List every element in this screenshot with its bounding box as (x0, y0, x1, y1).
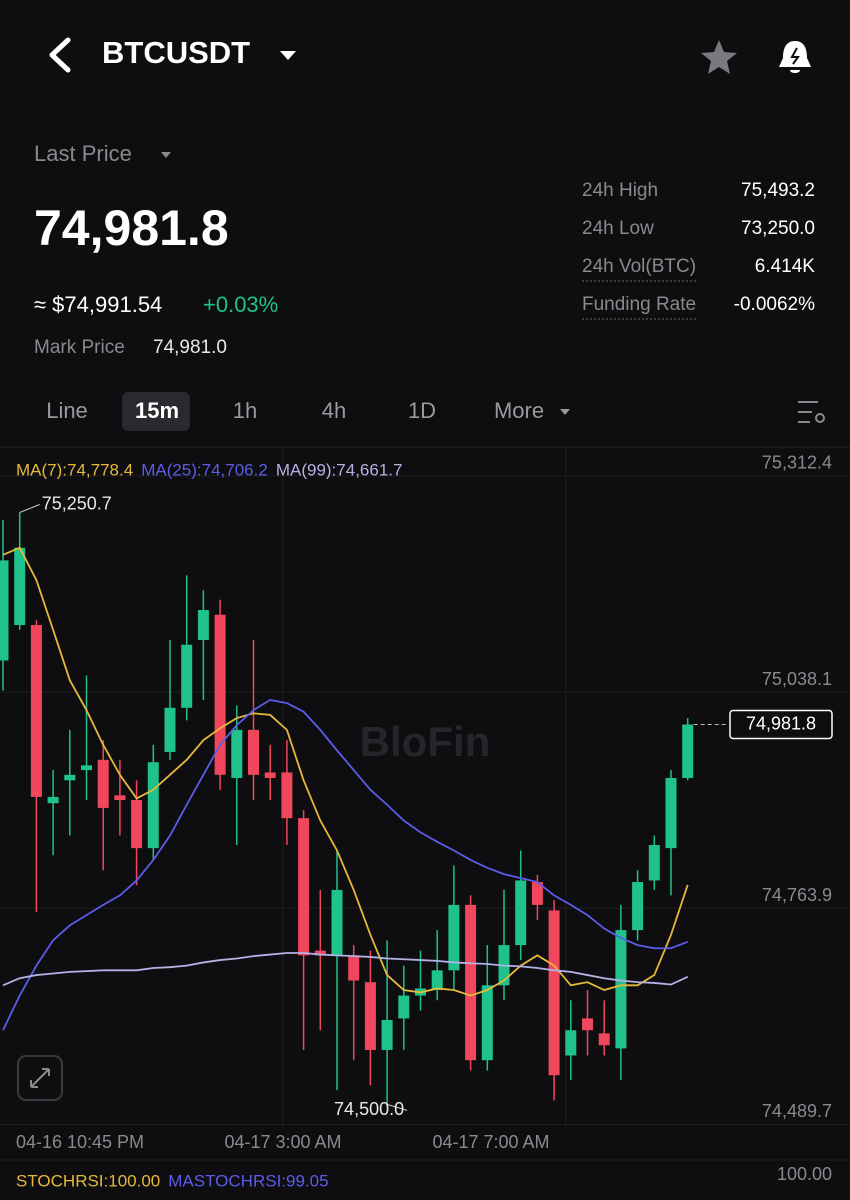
timeframe-tab[interactable]: 1D (408, 398, 436, 423)
candle-body (331, 889, 343, 956)
extreme-annotation: 75,250.7 (42, 493, 112, 513)
legend-entry: MA(99):74,661.7 (276, 460, 403, 479)
candle-body (97, 759, 109, 808)
stat-label[interactable]: Funding Rate (582, 294, 696, 315)
x-tick-label: 04-16 10:45 PM (16, 1132, 144, 1152)
stat-label: 24h Low (582, 218, 654, 239)
candle-body (398, 995, 410, 1019)
candle-body (515, 880, 527, 946)
extreme-annotation: 74,500.0 (334, 1099, 404, 1119)
candle-body (147, 762, 159, 849)
candle-body (114, 795, 126, 801)
candle-body (531, 882, 543, 905)
candle-body (181, 644, 193, 708)
timeframe-tab[interactable]: 1h (233, 398, 257, 423)
moving-average-line (2, 546, 689, 997)
candle-body (465, 904, 477, 1061)
stat-value: 75,493.2 (741, 180, 815, 201)
stat-value: -0.0062% (734, 294, 815, 315)
candle-body (648, 844, 660, 881)
candle-body (47, 796, 59, 804)
candle-body (481, 985, 493, 1061)
candle-body (281, 772, 293, 819)
x-tick-label: 04-17 7:00 AM (432, 1132, 549, 1152)
candle-body (64, 774, 76, 781)
y-tick-label: 75,312.4 (762, 453, 832, 473)
candle-body (431, 970, 443, 991)
moving-average-line (2, 952, 689, 987)
candle-body (264, 772, 276, 778)
candle-body (214, 614, 226, 775)
y-tick-label: 74,763.9 (762, 885, 832, 905)
stat-value: 6.414K (755, 256, 816, 277)
candle-body (131, 800, 143, 849)
y-tick-label: 74,489.7 (762, 1101, 832, 1121)
back-button[interactable] (49, 37, 71, 73)
candle-body (598, 1033, 610, 1046)
expand-button[interactable] (17, 1055, 63, 1101)
last-price: 74,981.8 (34, 200, 229, 256)
stat-value: 73,250.0 (741, 218, 815, 239)
timeframe-tab[interactable]: More (494, 398, 544, 423)
price-change: +0.03% (203, 292, 278, 317)
candle-body (565, 1030, 577, 1056)
candle-body (298, 818, 310, 956)
active-tab-bg (122, 392, 190, 431)
candle-body (381, 1019, 393, 1050)
candle-body (81, 765, 92, 771)
timeframe-tab[interactable]: 4h (322, 398, 346, 423)
legend-entry: MA(7):74,778.4 (16, 460, 133, 479)
legend-entry: MA(25):74,706.2 (141, 460, 268, 479)
annotation-leader (19, 504, 40, 513)
mark-price: 74,981.0 (153, 337, 227, 358)
candle-body (14, 547, 26, 626)
symbol[interactable]: BTCUSDT (102, 35, 250, 70)
candle-body (548, 910, 560, 1076)
last-price-caret (161, 152, 171, 158)
price-tag: 74,981.8 (746, 713, 816, 733)
candle-body (615, 930, 627, 1049)
x-tick-label: 04-17 3:00 AM (224, 1132, 341, 1152)
mastochrsi-label: MASTOCHRSI:99.05 (168, 1171, 328, 1190)
candle-body (364, 982, 376, 1050)
settings-gear (815, 413, 825, 423)
price-tag-box (729, 709, 833, 740)
candle-body (248, 729, 259, 775)
indicator-axis-label: 100.00 (777, 1164, 832, 1184)
candle-body (665, 777, 677, 849)
candle-body (348, 955, 360, 981)
stochrsi-label: STOCHRSI:100.00 (16, 1171, 160, 1190)
symbol-caret[interactable] (280, 51, 296, 60)
candle-body (30, 625, 42, 797)
candle-body (164, 707, 176, 752)
last-price-label[interactable]: Last Price (34, 141, 132, 166)
mark-price-label: Mark Price (34, 337, 125, 358)
y-tick-label: 75,038.1 (762, 669, 832, 689)
favorite-star[interactable] (701, 40, 737, 74)
usd-price: ≈ $74,991.54 (34, 292, 162, 317)
settings-button[interactable] (798, 401, 818, 423)
annotation-leader (386, 1103, 408, 1111)
stat-label[interactable]: 24h Vol(BTC) (582, 256, 696, 277)
candle-body (632, 882, 644, 931)
candle-body (197, 610, 209, 640)
candle-body (0, 560, 9, 661)
candle-body (314, 950, 326, 956)
expand-icon (30, 1068, 50, 1088)
candle-body (682, 724, 694, 778)
watermark: BloFin (360, 718, 491, 765)
candle-body (582, 1018, 593, 1031)
candle-body (231, 729, 243, 778)
candle-body (448, 904, 460, 971)
timeframe-tab[interactable]: 15m (135, 398, 179, 423)
timeframe-tab[interactable]: Line (46, 398, 88, 423)
more-caret (560, 409, 570, 415)
moving-average-line (2, 698, 689, 1031)
stat-label: 24h High (582, 180, 658, 201)
bell-bolt (790, 47, 800, 65)
